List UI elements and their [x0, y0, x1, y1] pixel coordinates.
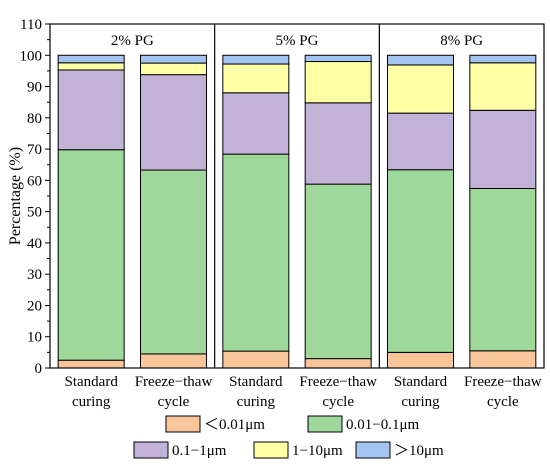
bar-segment-3-4 — [387, 64, 454, 114]
y-tick-label-7: 70 — [27, 142, 42, 158]
bar-segment-1-0 — [57, 149, 125, 361]
bar-segment-4-3 — [304, 54, 372, 63]
group-label-0: 2% PG — [111, 33, 154, 49]
bar-segment-0-0 — [57, 359, 125, 369]
bar-segment-3-0 — [57, 62, 125, 71]
y-tick-label-1: 10 — [27, 330, 42, 346]
y-tick-label-10: 100 — [20, 48, 43, 64]
category-label-1-1: cycle — [158, 394, 190, 410]
bar-segment-2-5 — [469, 109, 537, 189]
bar-segment-0-5 — [469, 350, 537, 369]
group-labels: 2% PG 5% PG 8% PG — [111, 33, 483, 49]
bar-segment-1-2 — [222, 153, 290, 352]
category-label-1-0: Freeze−thaw — [135, 374, 213, 390]
group-label-1: 5% PG — [276, 33, 319, 49]
bar-segment-2-4 — [387, 112, 454, 171]
legend-label-0: ＜0.01μm — [204, 417, 265, 433]
y-tick-label-9: 90 — [27, 80, 42, 96]
y-tick-label-6: 60 — [27, 173, 42, 189]
legend: ＜0.01μm 0.01−0.1μm 0.1−1μm 1−10μm ＞10μm — [133, 415, 444, 459]
bar-segment-4-1 — [140, 54, 207, 64]
bar-segment-2-1 — [140, 74, 207, 171]
legend-label-2: 0.1−1μm — [172, 443, 227, 459]
y-tick-label-11: 110 — [20, 17, 42, 33]
bar-segment-1-3 — [304, 183, 372, 360]
bar-segment-0-2 — [222, 350, 290, 369]
bar-segment-1-4 — [387, 169, 454, 353]
y-tick-label-2: 20 — [27, 298, 42, 314]
bar-segment-1-5 — [469, 187, 537, 352]
category-label-3-1: cycle — [322, 394, 354, 410]
y-tick-label-8: 80 — [27, 111, 42, 127]
group-label-2: 8% PG — [440, 33, 483, 49]
y-axis-title: Percentage (%) — [7, 147, 24, 245]
y-tick-label-0: 0 — [35, 361, 43, 377]
bar-segment-0-1 — [140, 353, 207, 369]
legend-swatch-3 — [253, 441, 289, 459]
y-tick-label-5: 50 — [27, 205, 42, 221]
legend-swatch-0 — [165, 415, 201, 433]
bar-segment-3-1 — [140, 62, 207, 76]
legend-label-1: 0.01−0.1μm — [346, 417, 420, 433]
bar-segment-2-3 — [304, 102, 372, 185]
category-label-4-1: curing — [401, 394, 440, 410]
x-axis-labels: Standard curing Freeze−thaw cycle Standard cu… — [65, 374, 542, 410]
bars-layer — [57, 54, 537, 369]
bar-segment-2-2 — [222, 92, 290, 155]
y-axis: 0 10 20 30 40 50 60 70 80 90 100 110 Percentage (%) — [7, 17, 50, 377]
bar-segment-2-0 — [57, 69, 125, 151]
y-tick-label-3: 30 — [27, 267, 42, 283]
category-label-0-0: Standard — [65, 374, 119, 390]
legend-swatch-1 — [307, 415, 343, 433]
legend-label-3: 1−10μm — [292, 443, 343, 459]
bar-segment-0-3 — [304, 358, 372, 369]
y-tick-label-4: 40 — [27, 236, 42, 252]
bar-segment-4-0 — [57, 54, 125, 64]
legend-label-4: ＞10μm — [394, 443, 444, 459]
category-label-5-0: Freeze−thaw — [464, 374, 542, 390]
bar-segment-3-3 — [304, 61, 372, 104]
bar-segment-3-2 — [222, 63, 290, 94]
category-label-2-1: curing — [237, 394, 276, 410]
bar-segment-4-5 — [469, 54, 537, 64]
bar-segment-1-1 — [140, 169, 207, 355]
category-label-3-0: Freeze−thaw — [299, 374, 377, 390]
bar-segment-4-2 — [222, 54, 290, 65]
bar-segment-4-4 — [387, 54, 454, 66]
category-label-2-0: Standard — [229, 374, 283, 390]
bar-segment-0-4 — [387, 351, 454, 369]
legend-swatch-2 — [133, 441, 169, 459]
category-label-0-1: curing — [72, 394, 111, 410]
category-label-4-0: Standard — [394, 374, 448, 390]
bar-segment-3-5 — [469, 62, 537, 111]
category-label-5-1: cycle — [487, 394, 519, 410]
legend-swatch-4 — [355, 441, 391, 459]
